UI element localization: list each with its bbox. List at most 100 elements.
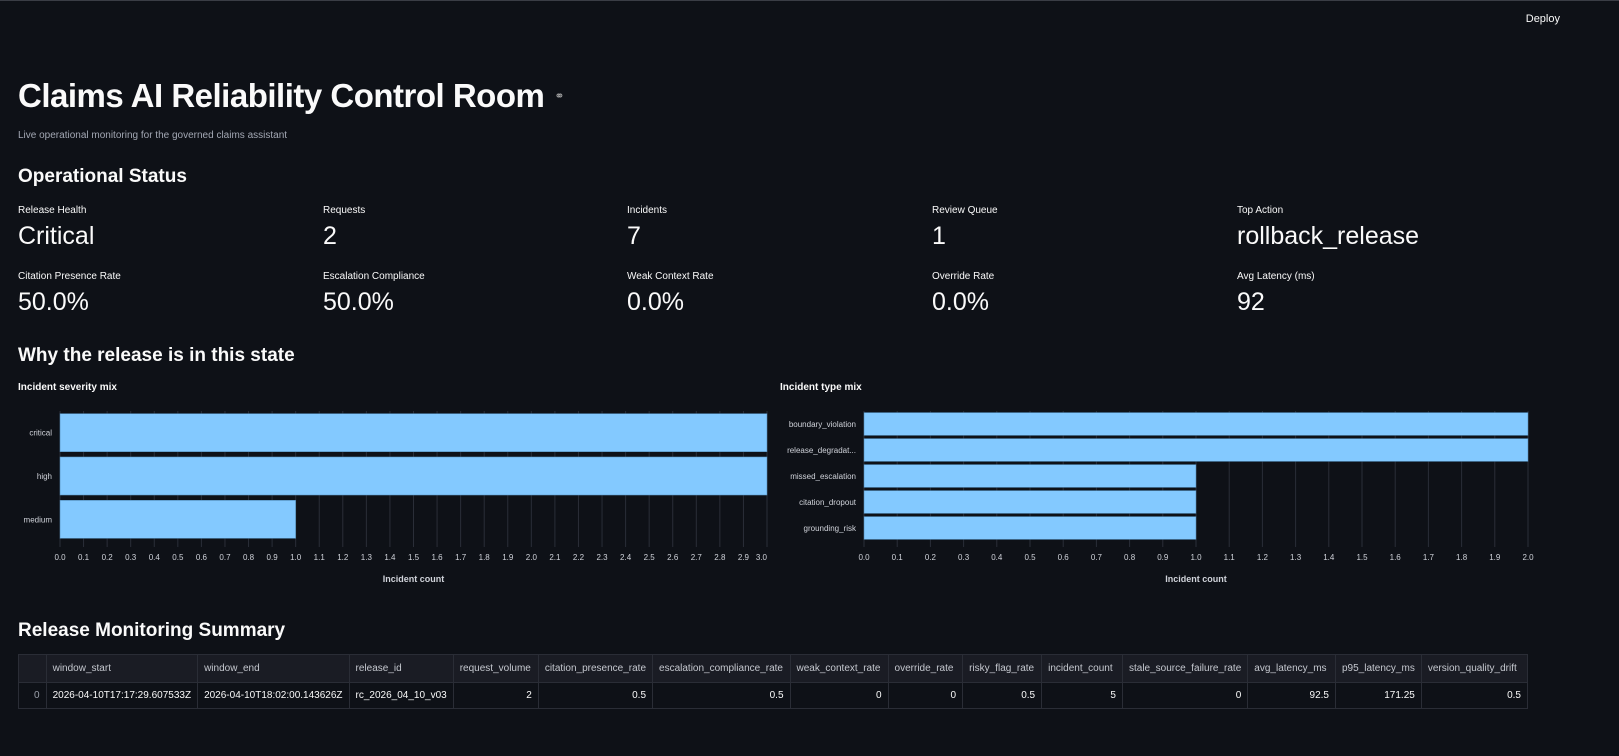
x-tick-label: 2.4 — [620, 553, 632, 562]
metric-label: Requests — [323, 205, 366, 216]
column-header[interactable]: override_rate — [888, 654, 964, 683]
y-tick-label: medium — [24, 515, 53, 524]
operational-status-heading: Operational Status — [18, 166, 187, 187]
column-header[interactable]: risky_flag_rate — [962, 654, 1043, 683]
bar-critical — [59, 413, 768, 452]
x-tick-label: 1.5 — [408, 553, 420, 562]
x-tick-label: 2.7 — [691, 553, 703, 562]
bar-boundary_violation — [863, 412, 1529, 436]
table-cell[interactable]: 0 — [1122, 682, 1249, 709]
x-tick-label: 1.0 — [290, 553, 302, 562]
metric-avg-latency-ms: Avg Latency (ms) 92 — [1237, 271, 1537, 317]
table-cell[interactable]: 2026-04-10T17:17:29.607533Z — [46, 682, 199, 709]
x-tick-label: 0.4 — [149, 553, 161, 562]
table-cell[interactable]: 5 — [1041, 682, 1123, 709]
column-header[interactable]: p95_latency_ms — [1335, 654, 1422, 683]
column-header[interactable]: avg_latency_ms — [1247, 654, 1336, 683]
table-cell[interactable]: 0 — [18, 682, 47, 709]
title-row: Claims AI Reliability Control Room ⚭ — [18, 77, 564, 115]
x-tick-label: 2.0 — [526, 553, 538, 562]
x-tick-label: 2.6 — [667, 553, 679, 562]
x-tick-label: 1.8 — [1456, 553, 1468, 562]
table-cell[interactable]: 2026-04-10T18:02:00.143626Z — [197, 682, 350, 709]
table-cell[interactable]: 2 — [453, 682, 539, 709]
y-tick-label: boundary_violation — [789, 420, 856, 429]
metric-label: Review Queue — [932, 205, 998, 216]
x-tick-label: 1.1 — [314, 553, 326, 562]
column-header[interactable]: request_volume — [453, 654, 539, 683]
x-tick-label: 0.1 — [892, 553, 904, 562]
link-icon[interactable]: ⚭ — [554, 89, 565, 103]
why-heading: Why the release is in this state — [18, 345, 295, 366]
x-tick-label: 0.5 — [172, 553, 184, 562]
x-tick-label: 0.9 — [1157, 553, 1169, 562]
summary-table[interactable]: window_start window_end release_id request_… — [18, 654, 1529, 709]
metric-value: 0.0% — [932, 288, 989, 316]
metric-value: 92 — [1237, 288, 1265, 316]
x-tick-label: 1.8 — [479, 553, 491, 562]
column-header[interactable]: release_id — [349, 654, 454, 683]
table-cell[interactable]: 0 — [888, 682, 964, 709]
metric-review-queue: Review Queue 1 — [932, 205, 1232, 251]
bar-citation_dropout — [863, 490, 1197, 514]
table-row[interactable]: 0 2026-04-10T17:17:29.607533Z 2026-04-10T1… — [18, 682, 1529, 709]
column-header[interactable]: window_end — [197, 654, 350, 683]
metric-label: Weak Context Rate — [627, 271, 714, 282]
table-cell[interactable]: 0.5 — [1421, 682, 1529, 709]
table-cell[interactable]: rc_2026_04_10_v03 — [349, 682, 454, 709]
metric-override-rate: Override Rate 0.0% — [932, 271, 1232, 317]
metric-value: 1 — [932, 222, 946, 250]
x-tick-label: 0.3 — [125, 553, 137, 562]
metric-incidents: Incidents 7 — [627, 205, 927, 251]
x-tick-label: 0.6 — [196, 553, 208, 562]
x-tick-label: 1.9 — [502, 553, 514, 562]
column-header[interactable]: version_quality_drift — [1421, 654, 1529, 683]
table-cell[interactable]: 0 — [790, 682, 889, 709]
column-header[interactable]: window_start — [46, 654, 199, 683]
severity-chart: 0.0 0.1 0.2 0.3 0.4 0.5 0.6 0.7 0.8 0.9 1.0 1.1 1.2 1… — [24, 411, 768, 584]
x-tick-label: 2.0 — [1522, 553, 1534, 562]
x-tick-label: 1.5 — [1356, 553, 1368, 562]
metric-weak-context-rate: Weak Context Rate 0.0% — [627, 271, 927, 317]
column-header[interactable]: escalation_compliance_rate — [652, 654, 791, 683]
x-tick-label: 0.7 — [1091, 553, 1103, 562]
x-tick-label: 0.5 — [1024, 553, 1036, 562]
x-tick-label: 1.4 — [1323, 553, 1335, 562]
column-header[interactable]: citation_presence_rate — [538, 654, 654, 683]
table-cell[interactable]: 171.25 — [1335, 682, 1422, 709]
metric-label: Avg Latency (ms) — [1237, 271, 1315, 282]
chart-title-type: Incident type mix — [780, 382, 862, 393]
bar-missed_escalation — [863, 464, 1197, 488]
chart-title-severity: Incident severity mix — [18, 382, 117, 393]
x-tick-label: 1.3 — [361, 553, 373, 562]
y-tick-label: high — [37, 472, 52, 481]
x-tick-label: 1.6 — [432, 553, 444, 562]
column-header[interactable]: weak_context_rate — [790, 654, 889, 683]
x-tick-label: 2.3 — [596, 553, 608, 562]
metric-value: rollback_release — [1237, 222, 1420, 250]
x-tick-label: 1.3 — [1290, 553, 1302, 562]
metric-value: Critical — [18, 222, 95, 250]
x-tick-label: 2.1 — [549, 553, 561, 562]
bar-high — [59, 456, 768, 496]
table-cell[interactable]: 92.5 — [1247, 682, 1336, 709]
column-header[interactable]: stale_source_failure_rate — [1122, 654, 1249, 683]
table-cell[interactable]: 0.5 — [538, 682, 654, 709]
y-tick-label: release_degradat... — [787, 446, 856, 455]
column-header[interactable] — [18, 654, 47, 683]
table-cell[interactable]: 0.5 — [962, 682, 1043, 709]
x-tick-label: 3.0 — [756, 553, 768, 562]
x-tick-label: 0.9 — [267, 553, 279, 562]
y-tick-label: grounding_risk — [804, 524, 857, 533]
page-subtitle: Live operational monitoring for the gove… — [18, 130, 288, 141]
x-tick-label: 2.2 — [573, 553, 585, 562]
metric-label: Release Health — [18, 205, 87, 216]
page-title: Claims AI Reliability Control Room — [18, 77, 545, 114]
deploy-button[interactable]: Deploy — [1525, 13, 1560, 25]
x-tick-label: 2.8 — [714, 553, 726, 562]
column-header[interactable]: incident_count — [1041, 654, 1123, 683]
x-tick-label: 1.0 — [1190, 553, 1202, 562]
table-cell[interactable]: 0.5 — [652, 682, 791, 709]
x-tick-label: 2.9 — [738, 553, 750, 562]
x-tick-label: 0.2 — [925, 553, 937, 562]
